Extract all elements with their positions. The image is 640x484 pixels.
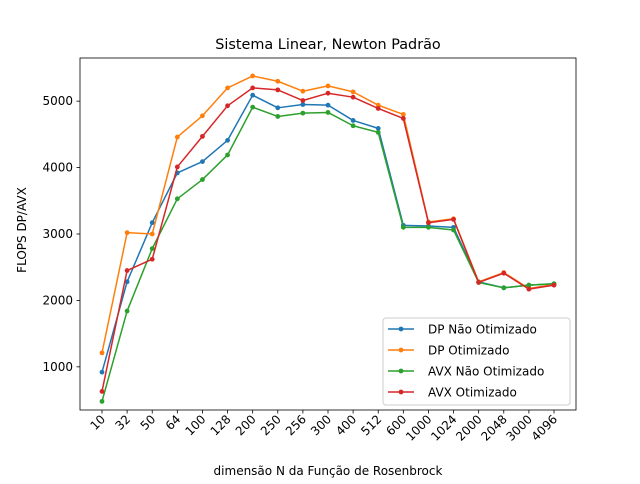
data-point [225, 137, 230, 143]
data-point [400, 116, 406, 121]
data-point [250, 104, 256, 110]
legend-swatch-marker [398, 368, 404, 374]
legend-swatch-marker [398, 347, 404, 353]
legend-swatch-marker [398, 326, 404, 332]
data-point [501, 285, 507, 291]
data-point [99, 350, 105, 356]
legend-swatch-marker [398, 389, 404, 395]
data-point [375, 129, 381, 135]
data-point [350, 89, 356, 95]
data-point [451, 227, 456, 233]
y-tick-label: 4000 [42, 161, 73, 175]
data-point [174, 164, 180, 170]
data-point [174, 196, 180, 202]
data-point [400, 112, 406, 117]
data-point [124, 230, 130, 236]
legend-label: DP Não Otimizado [428, 323, 537, 337]
data-point [375, 125, 381, 131]
data-point [451, 216, 456, 222]
data-point [325, 102, 331, 108]
data-point [149, 246, 155, 252]
data-point [300, 98, 306, 103]
legend-box [382, 317, 571, 406]
data-point [400, 224, 406, 230]
legend-label: AVX Otimizado [428, 386, 517, 400]
y-axis-label: FLOPS DP/AVX [15, 187, 29, 273]
data-point [124, 308, 130, 314]
legend: DP Não Otimizado DP Otimizado AVX Não Otim… [382, 317, 571, 406]
data-point [375, 102, 381, 108]
data-point [526, 286, 532, 292]
data-point [149, 256, 155, 262]
data-point [124, 268, 130, 273]
y-tick-label: 3000 [42, 227, 73, 241]
data-point [300, 110, 306, 116]
legend-label: AVX Não Otimizado [428, 365, 544, 379]
data-point [99, 389, 105, 394]
data-point [325, 110, 331, 115]
data-point [426, 220, 431, 226]
data-point [250, 92, 256, 98]
data-point [275, 78, 281, 84]
data-point [350, 123, 356, 129]
data-point [99, 369, 105, 375]
data-point [300, 88, 306, 94]
y-tick-label: 5000 [42, 94, 73, 108]
x-axis-label: dimensão N da Função de Rosenbrock [214, 464, 443, 478]
y-tick-label: 1000 [42, 360, 73, 374]
data-point [275, 105, 281, 111]
data-point [200, 159, 205, 165]
data-point [350, 94, 356, 100]
data-point [275, 87, 281, 93]
data-point [149, 220, 155, 226]
data-point [300, 102, 306, 107]
data-point [325, 83, 331, 89]
data-point [99, 398, 105, 404]
data-point [225, 103, 230, 109]
legend-label: DP Otimizado [428, 344, 509, 358]
data-point [225, 85, 230, 91]
data-point [250, 73, 256, 79]
chart-title: Sistema Linear, Newton Padrão [215, 37, 441, 53]
data-point [225, 152, 230, 158]
data-point [200, 177, 205, 182]
data-point [551, 282, 557, 288]
data-point [174, 134, 180, 140]
data-point [124, 279, 130, 285]
data-point [350, 118, 356, 123]
data-point [426, 224, 431, 230]
data-point [476, 280, 482, 285]
data-point [526, 282, 532, 288]
data-point [501, 270, 507, 276]
data-point [200, 133, 205, 139]
data-point [325, 90, 331, 96]
series-3 [99, 85, 557, 394]
data-point [250, 85, 256, 91]
data-point [275, 114, 281, 119]
y-tick-label: 2000 [42, 293, 73, 307]
data-point [149, 231, 155, 237]
data-point [375, 106, 381, 111]
data-point [200, 113, 205, 119]
